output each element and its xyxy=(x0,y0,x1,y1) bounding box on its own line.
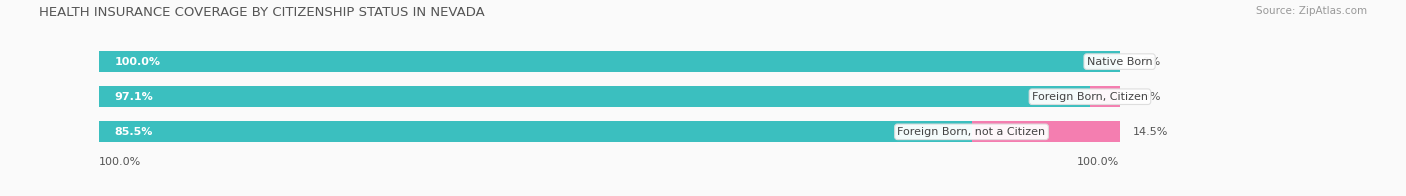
Text: 85.5%: 85.5% xyxy=(114,127,153,137)
Text: 14.5%: 14.5% xyxy=(1132,127,1168,137)
Text: 97.1%: 97.1% xyxy=(114,92,153,102)
Bar xyxy=(98,86,1090,107)
Bar xyxy=(98,86,1119,107)
Bar xyxy=(98,51,1119,72)
Text: Foreign Born, Citizen: Foreign Born, Citizen xyxy=(1032,92,1147,102)
Bar xyxy=(972,121,1119,142)
Text: HEALTH INSURANCE COVERAGE BY CITIZENSHIP STATUS IN NEVADA: HEALTH INSURANCE COVERAGE BY CITIZENSHIP… xyxy=(39,6,485,19)
Text: Native Born: Native Born xyxy=(1087,57,1153,67)
Text: 2.9%: 2.9% xyxy=(1132,92,1161,102)
Text: Foreign Born, not a Citizen: Foreign Born, not a Citizen xyxy=(897,127,1046,137)
Text: 0.0%: 0.0% xyxy=(1132,57,1160,67)
Bar xyxy=(1090,86,1119,107)
Bar xyxy=(98,51,1119,72)
Text: 100.0%: 100.0% xyxy=(1077,157,1119,167)
Bar xyxy=(98,121,1119,142)
Text: 100.0%: 100.0% xyxy=(98,157,141,167)
Bar xyxy=(98,121,972,142)
Text: Source: ZipAtlas.com: Source: ZipAtlas.com xyxy=(1256,6,1367,16)
Legend: With Coverage, Without Coverage: With Coverage, Without Coverage xyxy=(486,195,738,196)
Text: 100.0%: 100.0% xyxy=(114,57,160,67)
